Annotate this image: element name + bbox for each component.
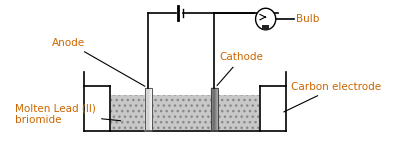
Text: Cathode: Cathode <box>217 52 264 86</box>
Bar <box>262 25 269 30</box>
Text: Anode: Anode <box>52 38 145 86</box>
Bar <box>111 95 259 130</box>
Text: Molten Lead (II)
briomide: Molten Lead (II) briomide <box>15 103 121 125</box>
Circle shape <box>256 8 276 30</box>
Text: Carbon electrode: Carbon electrode <box>284 82 381 112</box>
Text: Bulb: Bulb <box>296 14 319 24</box>
Bar <box>211 88 218 130</box>
Bar <box>145 88 152 130</box>
